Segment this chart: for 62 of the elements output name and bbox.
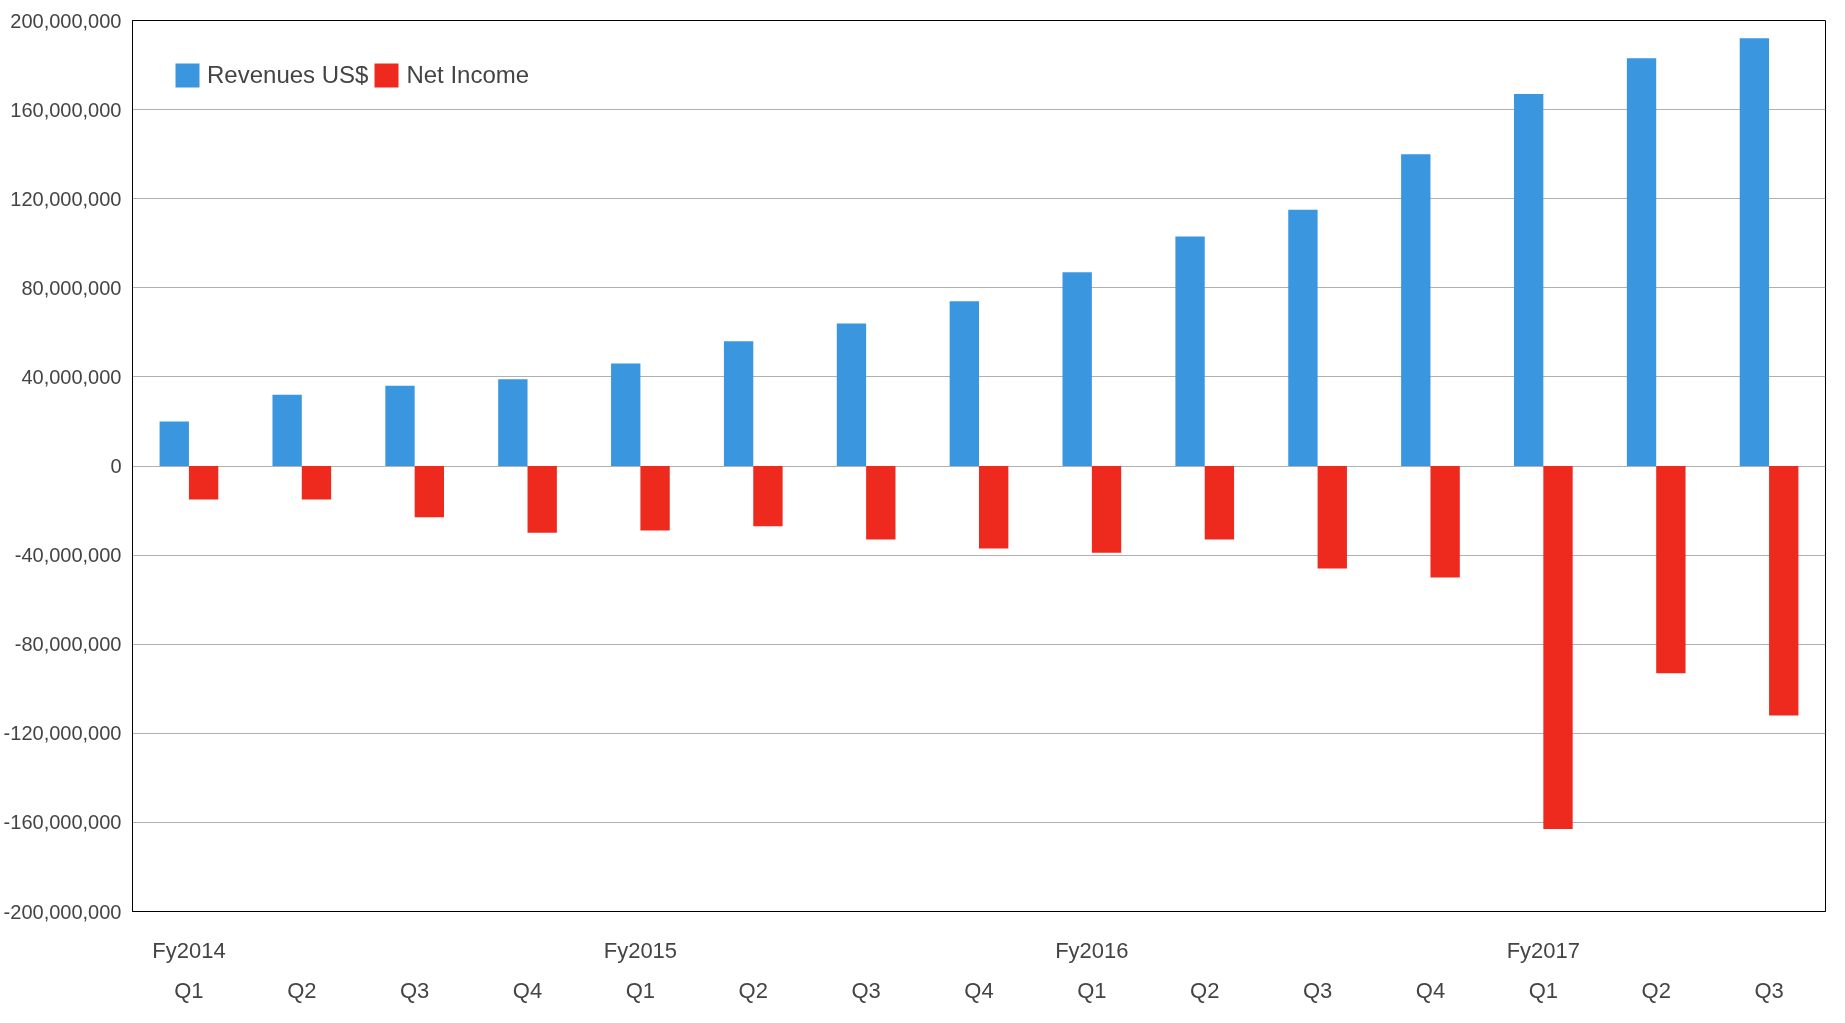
bar (1513, 94, 1544, 466)
x-tick-label: Q1 (174, 977, 204, 1003)
y-tick-label: 200,000,000 (10, 9, 122, 32)
bar (1626, 58, 1657, 466)
x-tick-label: Q2 (287, 977, 317, 1003)
bar (1288, 209, 1318, 466)
bar (272, 394, 302, 466)
bar (188, 466, 219, 500)
x-tick-label: Q4 (964, 977, 994, 1003)
bar (611, 363, 641, 466)
x-tick-label: Q2 (1641, 977, 1671, 1003)
bar (498, 379, 528, 466)
bar (836, 323, 867, 466)
bar (301, 466, 332, 500)
x-tick-label: Q1 (1528, 977, 1559, 1003)
bar (1769, 466, 1799, 716)
bar (1401, 154, 1431, 466)
bar (414, 466, 445, 518)
bar (1739, 38, 1770, 466)
x-tick-label: Q2 (1190, 977, 1220, 1003)
text: Fy2016 (1055, 937, 1129, 963)
y-tick-label: -80,000,000 (14, 633, 122, 656)
x-tick-label: Q1 (625, 977, 656, 1003)
text: Fy2017 (1506, 937, 1581, 963)
bar (1062, 272, 1092, 466)
x-tick-label: Q2 (738, 977, 768, 1003)
text: Fy2015 (603, 937, 678, 963)
y-tick-label: 0 (110, 455, 122, 477)
bar (1543, 466, 1573, 830)
y-tick-label: -120,000,000 (3, 722, 122, 745)
x-tick-label: Q4 (1415, 977, 1446, 1003)
bar (1430, 466, 1460, 578)
bar (1656, 466, 1686, 674)
text: Fy2014 (152, 937, 226, 963)
x-tick-label: Q4 (512, 977, 543, 1003)
bar (753, 466, 783, 527)
bar (385, 385, 415, 466)
legend-label: Revenues US$ (207, 61, 369, 89)
bar (159, 421, 189, 466)
y-tick-label: 160,000,000 (10, 98, 122, 121)
y-tick-label: -40,000,000 (14, 544, 122, 567)
bar (1317, 466, 1347, 569)
x-tick-label: Q3 (851, 977, 881, 1003)
y-tick-label: -160,000,000 (3, 811, 122, 834)
bar (527, 466, 557, 533)
y-tick-label: -200,000,000 (3, 900, 122, 923)
bar (949, 301, 979, 466)
x-tick-label: Q3 (399, 977, 430, 1003)
y-tick-label: 40,000,000 (21, 365, 122, 388)
x-tick-label: Q3 (1302, 977, 1333, 1003)
bar (1175, 236, 1205, 466)
bar (1204, 466, 1235, 540)
x-tick-label: Q3 (1754, 977, 1784, 1003)
y-tick-label: 120,000,000 (10, 187, 122, 210)
y-tick-label: 80,000,000 (21, 276, 122, 299)
bar (866, 466, 896, 540)
bar (723, 341, 754, 466)
legend-label: Net Income (406, 61, 530, 89)
bar (640, 466, 670, 531)
bar (1091, 466, 1122, 553)
bar (979, 466, 1009, 549)
x-tick-label: Q1 (1077, 977, 1107, 1003)
